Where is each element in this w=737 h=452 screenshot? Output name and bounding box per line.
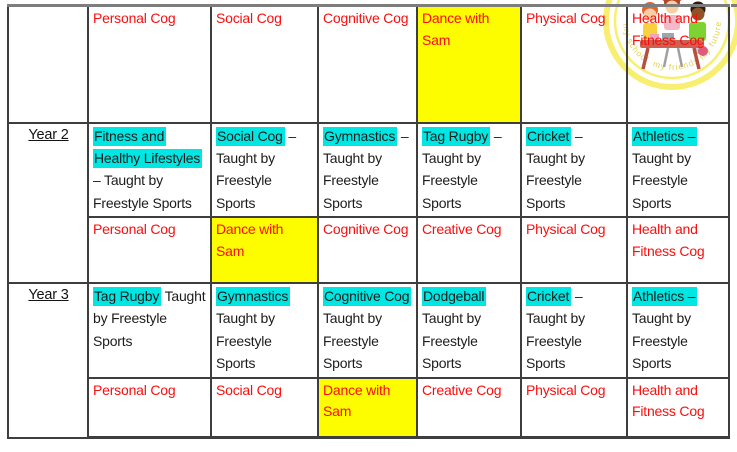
- cog-label: Dance with Sam: [422, 10, 490, 48]
- year2-cogs-row: Personal Cog Dance with Sam Cognitive Co…: [8, 216, 730, 285]
- cell-year2-athletics: Athletics – Taught by Freestyle Sports: [626, 121, 730, 219]
- lesson-highlight: Fitness and Healthy Lifestyles: [93, 126, 203, 168]
- lesson-highlight: Cognitive Cog: [323, 287, 412, 307]
- cog-label: Personal Cog: [93, 381, 176, 398]
- cog-label: Health and Fitness Cog: [632, 381, 705, 420]
- lesson-highlight: Social Cog: [216, 126, 285, 146]
- cell-header-cognitive-cog: Cognitive Cog: [317, 4, 418, 124]
- cell-year2-physical-cog: Physical Cog: [520, 216, 628, 285]
- cell-year2-creative-cog: Creative Cog: [416, 216, 522, 285]
- cog-label: Physical Cog: [526, 381, 606, 398]
- cell-year2-health-fitness-cog: Health and Fitness Cog: [626, 216, 730, 285]
- cell-year3-dance-with-sam: Dance with Sam: [317, 376, 418, 440]
- lesson-highlight: Cricket: [526, 287, 572, 307]
- lesson-highlight: Athletics –: [632, 287, 698, 307]
- year3-lessons-row: Year 3 Tag Rugby Taught by Freestyle Spo…: [7, 282, 730, 439]
- lesson-rest: Taught by Freestyle Sports: [422, 310, 481, 372]
- cell-year3-tag-rugby: Tag Rugby Taught by Freestyle Sports: [87, 282, 212, 379]
- table-top-border-extension: [731, 4, 737, 7]
- lesson-rest: Taught by Freestyle Sports: [632, 310, 691, 372]
- lesson-highlight: Gymnastics: [216, 287, 291, 307]
- year-label: Year 3: [28, 287, 69, 304]
- cog-label: Physical Cog: [526, 221, 606, 238]
- cell-year3-physical-cog: Physical Cog: [520, 376, 628, 440]
- lesson-highlight: Dodgeball: [422, 287, 487, 307]
- cell-blank-corner: [7, 4, 89, 124]
- cell-year3-label: Year 3: [7, 282, 89, 439]
- year2-lessons-row: Year 2 Fitness and Healthy Lifestyles – …: [7, 121, 730, 285]
- cell-year3-creative-cog: Creative Cog: [416, 376, 522, 440]
- cell-year3-gymnastics: Gymnastics Taught by Freestyle Sports: [210, 282, 319, 379]
- cog-label: Creative Cog: [422, 221, 502, 238]
- cog-label: Social Cog: [216, 381, 282, 398]
- lesson-highlight: Athletics –: [632, 126, 698, 146]
- cell-year2-fitness: Fitness and Healthy Lifestyles – Taught …: [87, 121, 212, 219]
- cell-year2-cricket: Cricket – Taught by Freestyle Sports: [520, 121, 628, 219]
- year3-cogs-row: Personal Cog Social Cog Dance with Sam C…: [8, 376, 730, 440]
- lesson-highlight: Gymnastics: [323, 126, 398, 146]
- lesson-rest: Taught by Freestyle Sports: [323, 310, 382, 372]
- lesson-rest: Taught by Freestyle Sports: [93, 288, 206, 349]
- lesson-rest: – Taught by Freestyle Sports: [422, 127, 502, 211]
- curriculum-table: Personal Cog Social Cog Cognitive Cog Da…: [7, 4, 730, 440]
- lesson-rest: – Taught by Freestyle Sports: [526, 127, 585, 211]
- cog-label: Creative Cog: [422, 381, 502, 398]
- cell-year3-personal-cog: Personal Cog: [87, 376, 212, 440]
- year-label: Year 2: [28, 126, 69, 143]
- cell-year3-cricket: Cricket – Taught by Freestyle Sports: [520, 282, 628, 379]
- cog-label: Dance with Sam: [323, 381, 391, 420]
- cog-label: Dance with Sam: [216, 221, 284, 259]
- cell-header-social-cog: Social Cog: [210, 4, 319, 124]
- lesson-highlight: Cricket: [526, 126, 572, 146]
- header-cog-row: Personal Cog Social Cog Cognitive Cog Da…: [7, 4, 730, 124]
- cog-label: Cognitive Cog: [323, 10, 409, 26]
- lesson-rest: – Taught by Freestyle Sports: [216, 127, 297, 211]
- lesson-rest: Taught by Freestyle Sports: [216, 310, 275, 372]
- lesson-rest: – Taught by Freestyle Sports: [526, 288, 585, 372]
- cell-year3-dodgeball: Dodgeball Taught by Freestyle Sports: [416, 282, 522, 379]
- lesson-rest: – Taught by Freestyle Sports: [323, 127, 409, 211]
- cog-label: Health and Fitness Cog: [632, 221, 705, 259]
- cell-year2-tag-rugby: Tag Rugby – Taught by Freestyle Sports: [416, 121, 522, 219]
- cell-year3-health-fitness-cog: Health and Fitness Cog: [626, 376, 730, 440]
- lesson-highlight: Tag Rugby: [93, 287, 162, 307]
- cell-year2-label: Year 2: [7, 121, 89, 285]
- cell-header-personal-cog: Personal Cog: [87, 4, 212, 124]
- cell-year2-gymnastics: Gymnastics – Taught by Freestyle Sports: [317, 121, 418, 219]
- cog-label: Personal Cog: [93, 221, 176, 238]
- cell-year3-athletics: Athletics – Taught by Freestyle Sports: [626, 282, 730, 379]
- cell-year2-personal-cog: Personal Cog: [87, 216, 212, 285]
- lesson-highlight: Tag Rugby: [422, 126, 491, 146]
- cog-label: Cognitive Cog: [323, 221, 409, 238]
- cell-year2-cognitive-cog: Cognitive Cog: [317, 216, 418, 285]
- cog-label: Physical Cog: [526, 10, 606, 26]
- cell-year2-dance-with-sam: Dance with Sam: [210, 216, 319, 285]
- cog-label: Personal Cog: [93, 10, 176, 26]
- cog-label: Social Cog: [216, 10, 282, 26]
- cell-header-health-fitness-cog: Health and Fitness Cog: [626, 4, 730, 124]
- cell-header-dance-with-sam: Dance with Sam: [416, 4, 522, 124]
- cog-label: Health and Fitness Cog: [632, 10, 705, 48]
- cell-year3-cognitive-cog: Cognitive Cog Taught by Freestyle Sports: [317, 282, 418, 379]
- cell-header-physical-cog: Physical Cog: [520, 4, 628, 124]
- cell-year2-social-cog: Social Cog – Taught by Freestyle Sports: [210, 121, 319, 219]
- lesson-rest: – Taught by Freestyle Sports: [93, 172, 192, 211]
- cell-year3-social-cog: Social Cog: [210, 376, 319, 440]
- lesson-rest: Taught by Freestyle Sports: [632, 149, 691, 211]
